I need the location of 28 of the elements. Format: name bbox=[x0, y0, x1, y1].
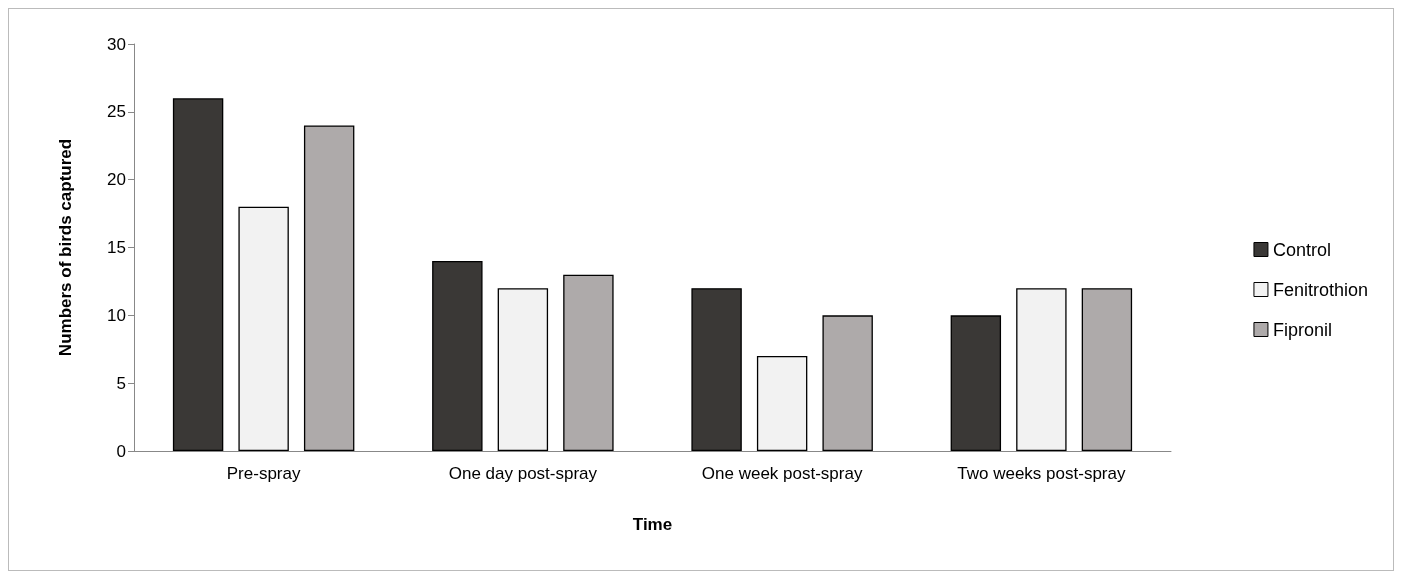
y-tick-label: 5 bbox=[116, 373, 126, 393]
bar bbox=[172, 98, 224, 451]
x-tick-label: Two weeks post-spray bbox=[957, 464, 1126, 483]
bar bbox=[1081, 288, 1133, 451]
bar bbox=[756, 356, 808, 451]
y-axis-title: Numbers of birds captured bbox=[56, 138, 75, 357]
y-tick-label: 25 bbox=[107, 102, 126, 122]
y-tick-label: 30 bbox=[107, 34, 126, 54]
legend-label: Fipronil bbox=[1272, 319, 1332, 340]
x-tick-label: Pre-spray bbox=[226, 464, 301, 483]
bar bbox=[950, 315, 1002, 451]
bar bbox=[563, 274, 614, 451]
bar bbox=[497, 288, 549, 451]
bar bbox=[238, 206, 289, 451]
x-tick-label: One week post-spray bbox=[701, 464, 863, 483]
bar bbox=[822, 315, 873, 451]
bar bbox=[432, 261, 483, 451]
bar bbox=[1016, 288, 1067, 451]
y-tick-label: 20 bbox=[107, 170, 126, 190]
y-tick-label: 10 bbox=[107, 305, 126, 325]
y-tick-label: 0 bbox=[116, 441, 126, 461]
legend-label: Fenitrothion bbox=[1272, 279, 1369, 300]
bar bbox=[691, 288, 742, 451]
legend-label: Control bbox=[1272, 239, 1331, 260]
bar bbox=[303, 125, 355, 451]
y-tick-label: 15 bbox=[107, 238, 126, 257]
x-tick-label: One day post-spray bbox=[448, 464, 598, 483]
x-axis-title: Time bbox=[632, 515, 673, 534]
